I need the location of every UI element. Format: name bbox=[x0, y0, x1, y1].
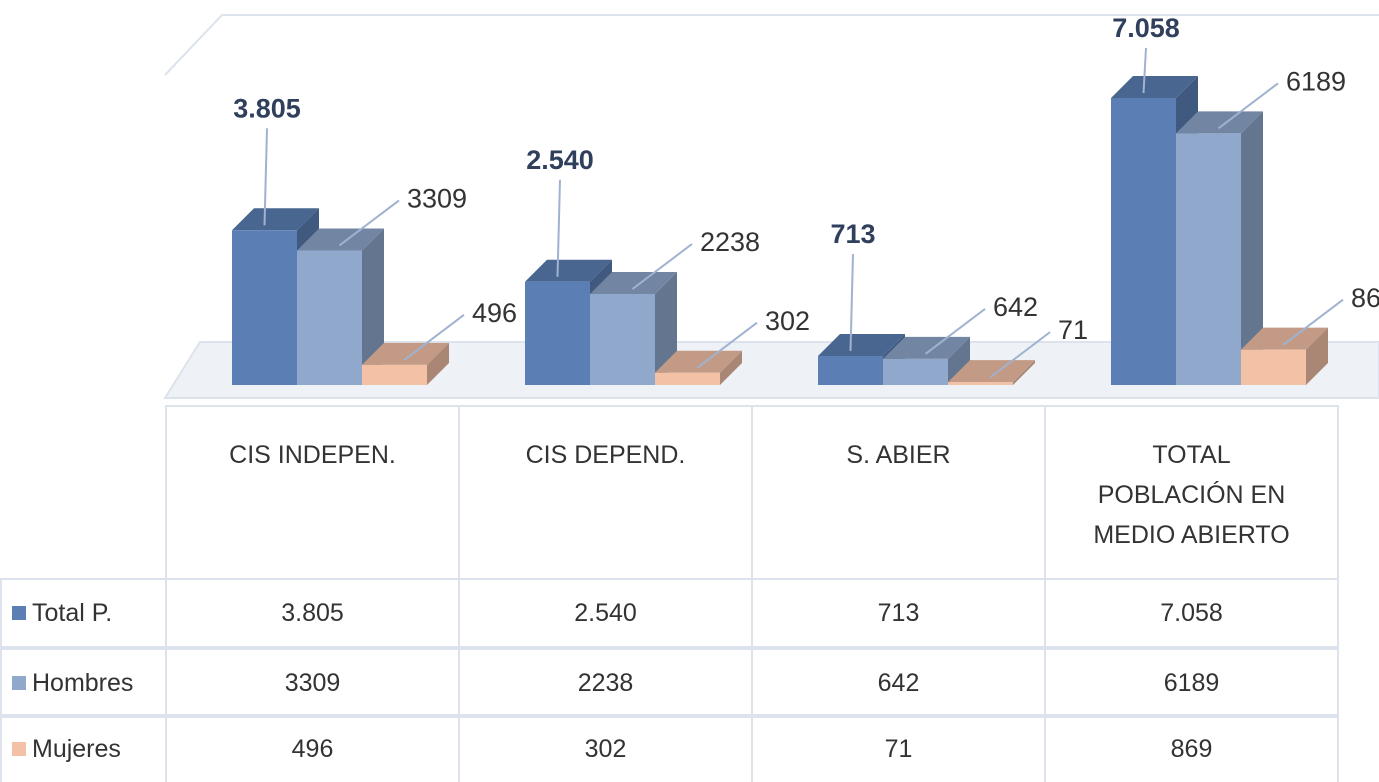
bar-top bbox=[232, 208, 319, 231]
legend-swatch bbox=[12, 742, 26, 756]
leader-line bbox=[631, 243, 693, 290]
leader-line bbox=[263, 128, 268, 226]
bar-top bbox=[1176, 111, 1263, 134]
bar-top bbox=[948, 360, 1035, 383]
plot: 3.805 3309 496 2.540 2238 302 713 642 71 7.058 618… bbox=[163, 13, 1379, 399]
table-cell: 2.540 bbox=[458, 578, 753, 648]
back-wall bbox=[164, 14, 1379, 76]
leader-line bbox=[338, 199, 400, 247]
table-cell: 7.058 bbox=[1044, 578, 1339, 648]
leader-line bbox=[1142, 47, 1147, 94]
category-label: CIS DEPEND. bbox=[458, 405, 753, 580]
bar bbox=[818, 356, 883, 385]
table-cell: 71 bbox=[751, 714, 1046, 782]
data-label: 2238 bbox=[700, 227, 760, 257]
leader-line bbox=[849, 253, 854, 352]
bar-top bbox=[883, 336, 970, 359]
data-label: 7.058 bbox=[1112, 13, 1180, 43]
category-label: S. ABIER bbox=[751, 405, 1046, 580]
bar bbox=[655, 372, 720, 385]
table-cell: 302 bbox=[458, 714, 753, 782]
bar-top bbox=[818, 334, 905, 357]
bar bbox=[362, 364, 427, 385]
table-cell: 642 bbox=[751, 648, 1046, 718]
bar bbox=[1111, 98, 1176, 385]
table-cell: 2238 bbox=[458, 648, 753, 718]
legend-entry: Mujeres bbox=[0, 714, 167, 782]
bar-side bbox=[1013, 360, 1035, 385]
table-cell: 869 bbox=[1044, 714, 1339, 782]
data-label: 496 bbox=[472, 298, 517, 328]
bar-side bbox=[1306, 327, 1328, 385]
leader-line bbox=[696, 321, 758, 369]
data-label: 869 bbox=[1351, 283, 1379, 313]
bar-top bbox=[525, 259, 612, 282]
table-cell: 3309 bbox=[165, 648, 460, 718]
leader-line bbox=[989, 331, 1051, 378]
legend-label: Mujeres bbox=[32, 734, 121, 763]
bar bbox=[297, 250, 362, 385]
data-label: 302 bbox=[765, 306, 810, 336]
leader-line bbox=[1217, 82, 1279, 130]
table-cell: 713 bbox=[751, 578, 1046, 648]
bar bbox=[1241, 349, 1306, 385]
bar-top bbox=[655, 350, 742, 373]
data-label: 2.540 bbox=[526, 145, 594, 175]
bar-top bbox=[362, 342, 449, 365]
leader-line bbox=[403, 314, 465, 361]
category-label: CIS INDEPEN. bbox=[165, 405, 460, 580]
leader-line bbox=[1282, 298, 1344, 346]
bar-side bbox=[427, 342, 449, 385]
bar bbox=[232, 230, 297, 385]
legend-label: Total P. bbox=[32, 598, 113, 627]
bar-side bbox=[720, 350, 742, 385]
bar bbox=[590, 293, 655, 385]
table-cell: 3.805 bbox=[165, 578, 460, 648]
floor bbox=[163, 341, 1379, 399]
data-label: 3.805 bbox=[233, 93, 301, 123]
bar bbox=[948, 382, 1013, 385]
bar-top bbox=[297, 228, 384, 251]
legend-entry: Hombres bbox=[0, 648, 167, 718]
table-cell: 496 bbox=[165, 714, 460, 782]
bar-top bbox=[1111, 76, 1198, 98]
bar-top bbox=[590, 271, 677, 294]
data-label: 6189 bbox=[1286, 66, 1346, 96]
data-label: 642 bbox=[993, 292, 1038, 322]
data-label: 713 bbox=[830, 219, 875, 249]
category-label: TOTAL POBLACIÓN EN MEDIO ABIERTO bbox=[1044, 405, 1339, 580]
bar-side bbox=[1241, 111, 1263, 385]
bar-side bbox=[362, 228, 384, 385]
bar bbox=[525, 281, 590, 385]
bar-top bbox=[1241, 327, 1328, 350]
legend-swatch bbox=[12, 676, 26, 690]
bar-side bbox=[948, 336, 970, 385]
legend-label: Hombres bbox=[32, 668, 134, 697]
bar bbox=[1176, 133, 1241, 385]
legend-entry: Total P. bbox=[0, 578, 167, 648]
leader-line bbox=[924, 308, 986, 355]
data-label: 71 bbox=[1058, 315, 1088, 345]
legend-swatch bbox=[12, 606, 26, 620]
bar bbox=[883, 358, 948, 385]
data-label: 3309 bbox=[407, 184, 467, 214]
leader-line bbox=[556, 179, 561, 277]
table-cell: 6189 bbox=[1044, 648, 1339, 718]
